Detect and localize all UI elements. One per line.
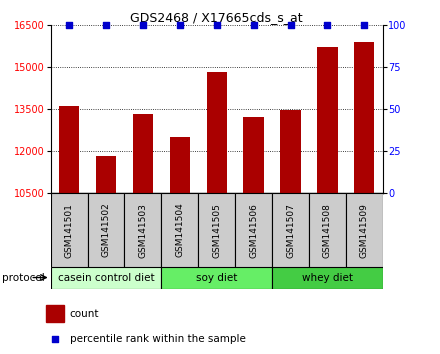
Bar — [46, 305, 64, 322]
Text: GSM141508: GSM141508 — [323, 202, 332, 258]
Text: count: count — [70, 308, 99, 319]
Text: GSM141502: GSM141502 — [102, 203, 110, 257]
Text: GSM141506: GSM141506 — [249, 202, 258, 258]
Point — [361, 22, 368, 28]
Text: GSM141503: GSM141503 — [138, 202, 147, 258]
Bar — [309, 193, 346, 267]
Bar — [198, 193, 235, 267]
Bar — [280, 110, 301, 193]
Bar — [59, 106, 79, 193]
Text: soy diet: soy diet — [196, 273, 238, 282]
Bar — [354, 42, 374, 193]
Text: GSM141509: GSM141509 — [360, 202, 369, 258]
Text: GSM141501: GSM141501 — [65, 202, 73, 258]
Text: GSM141504: GSM141504 — [175, 203, 184, 257]
Bar — [133, 114, 153, 193]
Point — [66, 22, 73, 28]
Text: GSM141507: GSM141507 — [286, 202, 295, 258]
Bar — [170, 137, 190, 193]
Bar — [51, 267, 161, 289]
Bar — [88, 193, 125, 267]
Bar — [51, 193, 88, 267]
Bar — [206, 73, 227, 193]
Point — [287, 22, 294, 28]
Bar — [346, 193, 383, 267]
Bar — [125, 193, 161, 267]
Point — [51, 336, 59, 342]
Bar — [161, 267, 272, 289]
Point — [103, 22, 110, 28]
Bar — [272, 267, 383, 289]
Text: percentile rank within the sample: percentile rank within the sample — [70, 334, 246, 344]
Text: whey diet: whey diet — [302, 273, 353, 282]
Title: GDS2468 / X17665cds_s_at: GDS2468 / X17665cds_s_at — [130, 11, 303, 24]
Text: protocol: protocol — [2, 273, 45, 282]
Point — [324, 22, 331, 28]
Point — [139, 22, 147, 28]
Bar — [235, 193, 272, 267]
Text: GSM141505: GSM141505 — [212, 202, 221, 258]
Bar — [96, 156, 116, 193]
Point — [176, 22, 183, 28]
Bar — [272, 193, 309, 267]
Text: casein control diet: casein control diet — [58, 273, 154, 282]
Bar — [161, 193, 198, 267]
Point — [213, 22, 220, 28]
Bar — [243, 117, 264, 193]
Point — [250, 22, 257, 28]
Bar — [317, 47, 337, 193]
